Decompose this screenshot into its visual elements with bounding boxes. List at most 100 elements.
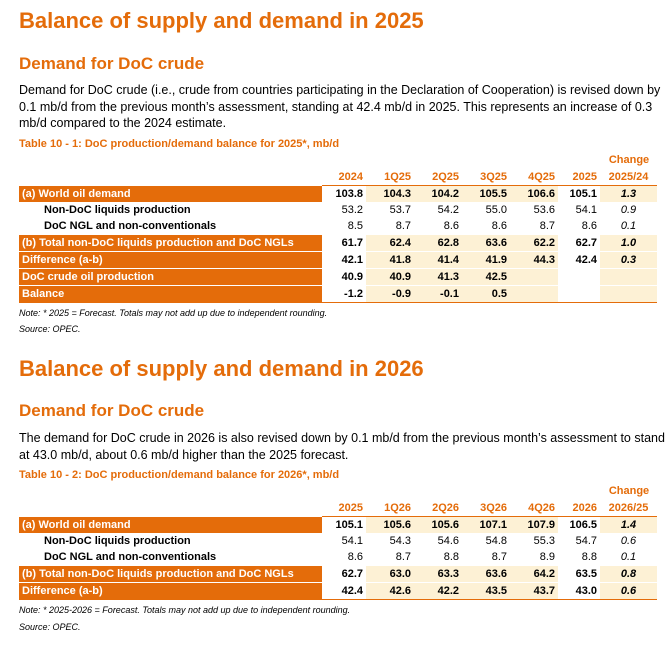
table1-caption: Table 10 - 1: DoC production/demand bala… (19, 138, 340, 150)
cell: 62.4 (366, 234, 414, 252)
cell (510, 268, 558, 286)
table1-change-label: Change (608, 154, 650, 166)
cell: 63.6 (462, 234, 510, 252)
table1-col-header: 2024 (322, 169, 366, 186)
cell: 107.1 (462, 516, 510, 533)
section1-title: Balance of supply and demand in 2025 (19, 8, 424, 33)
cell: 62.7 (322, 565, 366, 583)
table2: 2025 1Q26 2Q26 3Q26 4Q26 2026 2026/25 (a… (19, 500, 657, 600)
cell: 105.6 (366, 516, 414, 533)
cell: 105.5 (462, 185, 510, 202)
cell: 43.0 (558, 582, 600, 600)
cell: 63.3 (414, 565, 462, 583)
change-cell: 0.6 (600, 533, 657, 549)
change-cell (600, 268, 657, 286)
row-label: (b) Total non-DoC liquids production and… (19, 565, 322, 583)
cell: 63.0 (366, 565, 414, 583)
cell: 42.4 (558, 251, 600, 269)
cell: 42.1 (322, 251, 366, 269)
cell: 8.7 (366, 218, 414, 235)
cell: 54.1 (341, 535, 363, 547)
cell: 8.5 (347, 220, 363, 232)
cell (558, 285, 600, 303)
table2-col-header: 2026 (558, 500, 600, 517)
table1-source: Source: OPEC. (19, 324, 81, 334)
table-row: (b) Total non-DoC liquids production and… (19, 565, 657, 583)
cell: -0.9 (366, 285, 414, 303)
cell: 43.7 (510, 582, 558, 600)
change-cell: 0.6 (600, 582, 657, 600)
cell: -1.2 (322, 285, 366, 303)
table-row: DoC crude oil production 40.9 40.9 41.3 … (19, 268, 657, 286)
cell: 106.5 (558, 516, 600, 533)
table2-header-blank (19, 500, 322, 517)
cell: 62.2 (510, 234, 558, 252)
cell: 41.8 (366, 251, 414, 269)
row-label: Non-DoC liquids production (44, 204, 191, 216)
cell: 106.6 (510, 185, 558, 202)
cell: 63.6 (462, 565, 510, 583)
row-label: (a) World oil demand (19, 185, 322, 202)
cell: 54.7 (575, 535, 597, 547)
table1-col-header: 2025 (558, 169, 600, 186)
table-row: Non-DoC liquids production 54.1 54.3 54.… (19, 533, 657, 549)
change-cell (600, 285, 657, 303)
change-cell: 0.9 (600, 202, 657, 218)
change-cell: 1.3 (600, 185, 657, 202)
section1-paragraph: Demand for DoC crude (i.e., crude from c… (19, 83, 661, 130)
table2-col-header: 4Q26 (510, 500, 558, 517)
cell: 54.2 (414, 202, 462, 218)
cell: 61.7 (322, 234, 366, 252)
table1: 2024 1Q25 2Q25 3Q25 4Q25 2025 2025/24 (a… (19, 169, 657, 303)
cell: 42.2 (414, 582, 462, 600)
table2-col-header: 2026/25 (600, 500, 657, 517)
row-label: Difference (a-b) (19, 582, 322, 600)
cell: 8.7 (510, 218, 558, 235)
table-row: Balance -1.2 -0.9 -0.1 0.5 (19, 285, 657, 303)
cell (510, 285, 558, 303)
cell: 105.1 (322, 516, 366, 533)
table2-col-header: 2Q26 (414, 500, 462, 517)
table-row: (b) Total non-DoC liquids production and… (19, 234, 657, 252)
table-row: Difference (a-b) 42.4 42.6 42.2 43.5 43.… (19, 582, 657, 600)
section2-paragraph: The demand for DoC crude in 2026 is also… (19, 431, 665, 462)
cell: 8.8 (414, 549, 462, 566)
change-cell: 1.0 (600, 234, 657, 252)
cell: 41.4 (414, 251, 462, 269)
cell: 43.5 (462, 582, 510, 600)
table2-note: Note: * 2025-2026 = Forecast. Totals may… (19, 605, 351, 615)
cell: 55.3 (510, 533, 558, 549)
cell: 64.2 (510, 565, 558, 583)
cell: -0.1 (414, 285, 462, 303)
cell: 62.7 (558, 234, 600, 252)
cell: 8.7 (366, 549, 414, 566)
table2-caption: Table 10 - 2: DoC production/demand bala… (19, 469, 340, 481)
cell: 41.3 (414, 268, 462, 286)
cell: 54.6 (414, 533, 462, 549)
cell: 53.2 (341, 204, 363, 216)
row-label: (a) World oil demand (19, 516, 322, 533)
row-label: DoC crude oil production (19, 268, 322, 286)
table1-header-row: 2024 1Q25 2Q25 3Q25 4Q25 2025 2025/24 (19, 169, 657, 186)
cell: 54.8 (462, 533, 510, 549)
row-label: DoC NGL and non-conventionals (44, 220, 217, 232)
cell: 105.1 (558, 185, 600, 202)
cell: 8.6 (462, 218, 510, 235)
change-cell: 0.3 (600, 251, 657, 269)
cell: 0.5 (462, 285, 510, 303)
change-cell: 0.1 (600, 218, 657, 235)
cell: 104.2 (414, 185, 462, 202)
table-row: Difference (a-b) 42.1 41.8 41.4 41.9 44.… (19, 251, 657, 269)
table1-col-header: 4Q25 (510, 169, 558, 186)
cell: 40.9 (322, 268, 366, 286)
table1-note: Note: * 2025 = Forecast. Totals may not … (19, 308, 328, 318)
row-label: (b) Total non-DoC liquids production and… (19, 234, 322, 252)
cell: 8.7 (462, 549, 510, 566)
row-label: Difference (a-b) (19, 251, 322, 269)
cell: 40.9 (366, 268, 414, 286)
cell: 42.6 (366, 582, 414, 600)
cell: 44.3 (510, 251, 558, 269)
table2-col-header: 2025 (322, 500, 366, 517)
table-row: DoC NGL and non-conventionals 8.6 8.7 8.… (19, 549, 657, 566)
table2-col-header: 3Q26 (462, 500, 510, 517)
